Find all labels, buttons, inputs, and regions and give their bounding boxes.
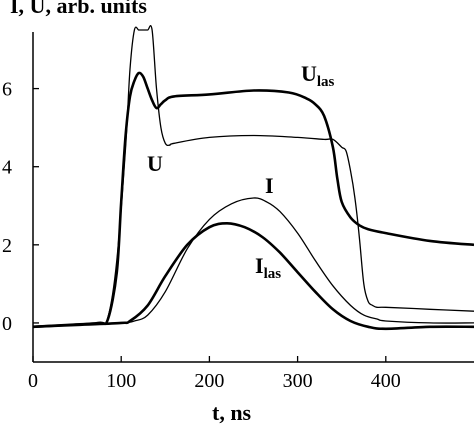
y-tick-label: 4 bbox=[2, 157, 12, 179]
x-tick-label: 400 bbox=[371, 370, 401, 392]
x-tick-label: 100 bbox=[106, 370, 136, 392]
series-labels: Ulas U I Ilas bbox=[147, 61, 335, 282]
series-label-u-las: Ulas bbox=[301, 61, 335, 90]
series-line-u-las bbox=[32, 71, 474, 329]
y-axis-title: I, U, arb. units bbox=[10, 0, 147, 18]
y-tick-label: 0 bbox=[2, 313, 12, 335]
x-ticks: 0 100 200 300 400 bbox=[28, 356, 401, 392]
x-axis-title: t, ns bbox=[212, 400, 252, 425]
x-tick-label: 0 bbox=[28, 370, 38, 392]
series-line-u bbox=[32, 25, 474, 328]
plot-lines bbox=[32, 25, 474, 331]
x-tick-label: 300 bbox=[283, 370, 313, 392]
x-tick-label: 200 bbox=[194, 370, 224, 392]
series-line-i-las bbox=[32, 222, 474, 331]
y-ticks: 0 2 4 6 bbox=[2, 79, 39, 335]
series-label-i-las: Ilas bbox=[255, 253, 281, 282]
series-label-i: I bbox=[265, 173, 274, 198]
series-label-u: U bbox=[147, 151, 163, 176]
y-tick-label: 6 bbox=[2, 79, 12, 101]
series-line-i bbox=[32, 197, 474, 328]
y-tick-label: 2 bbox=[2, 235, 12, 257]
